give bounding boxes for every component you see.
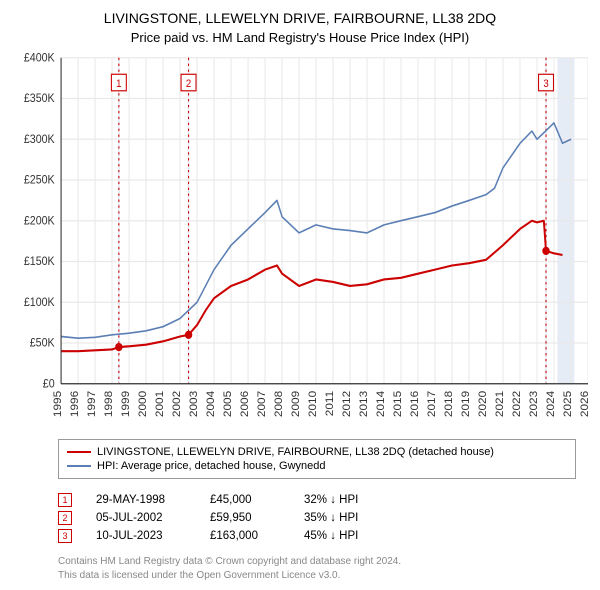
svg-text:2000: 2000	[138, 391, 149, 417]
svg-text:2010: 2010	[308, 391, 319, 417]
svg-text:2014: 2014	[375, 391, 386, 417]
svg-text:2008: 2008	[274, 391, 285, 417]
legend-label: HPI: Average price, detached house, Gwyn…	[97, 460, 326, 472]
svg-text:£250K: £250K	[24, 174, 55, 187]
legend: LIVINGSTONE, LLEWELYN DRIVE, FAIRBOURNE,…	[58, 439, 576, 479]
svg-text:3: 3	[543, 79, 549, 91]
chart-title: LIVINGSTONE, LLEWELYN DRIVE, FAIRBOURNE,…	[12, 10, 588, 26]
svg-text:£300K: £300K	[24, 133, 55, 146]
sale-price: £45,000	[210, 494, 280, 506]
svg-text:1995: 1995	[53, 391, 64, 417]
svg-text:2002: 2002	[172, 391, 183, 417]
svg-text:2011: 2011	[325, 391, 336, 416]
sale-marker: 3	[58, 529, 72, 543]
svg-text:2023: 2023	[528, 391, 539, 417]
sale-marker: 1	[58, 493, 72, 507]
legend-item: HPI: Average price, detached house, Gwyn…	[67, 460, 567, 472]
svg-text:2015: 2015	[392, 391, 403, 417]
svg-text:2020: 2020	[477, 391, 488, 417]
legend-swatch	[67, 451, 91, 453]
svg-text:2019: 2019	[460, 391, 471, 417]
svg-text:2018: 2018	[443, 391, 454, 417]
sale-delta: 32% ↓ HPI	[304, 494, 384, 506]
chart-area: £0 £50K £100K £150K £200K £250K £300K £350K £400…	[12, 53, 588, 431]
svg-text:2022: 2022	[511, 391, 522, 417]
svg-text:2: 2	[186, 79, 192, 91]
legend-item: LIVINGSTONE, LLEWELYN DRIVE, FAIRBOURNE,…	[67, 446, 567, 458]
sale-date: 10-JUL-2023	[96, 530, 186, 542]
svg-text:2025: 2025	[562, 391, 573, 417]
sale-price: £59,950	[210, 512, 280, 524]
sale-row: 3 10-JUL-2023 £163,000 45% ↓ HPI	[58, 529, 588, 543]
sale-delta: 35% ↓ HPI	[304, 512, 384, 524]
svg-text:2003: 2003	[189, 391, 200, 417]
svg-text:2009: 2009	[291, 391, 302, 417]
svg-text:1998: 1998	[104, 391, 115, 417]
legend-swatch	[67, 465, 91, 467]
sale-row: 1 29-MAY-1998 £45,000 32% ↓ HPI	[58, 493, 588, 507]
svg-text:2004: 2004	[206, 391, 217, 417]
svg-text:£100K: £100K	[24, 296, 55, 309]
svg-text:2005: 2005	[223, 391, 234, 417]
svg-text:2017: 2017	[426, 391, 437, 417]
svg-text:£50K: £50K	[30, 337, 55, 350]
attribution-line: Contains HM Land Registry data © Crown c…	[58, 555, 588, 569]
svg-text:£350K: £350K	[24, 93, 55, 106]
svg-text:2007: 2007	[257, 391, 268, 417]
sale-date: 05-JUL-2002	[96, 512, 186, 524]
sale-delta: 45% ↓ HPI	[304, 530, 384, 542]
svg-text:£0: £0	[43, 378, 55, 391]
svg-text:£150K: £150K	[24, 256, 55, 269]
svg-text:£200K: £200K	[24, 215, 55, 228]
legend-label: LIVINGSTONE, LLEWELYN DRIVE, FAIRBOURNE,…	[97, 446, 494, 458]
svg-text:2013: 2013	[358, 391, 369, 417]
svg-text:2006: 2006	[240, 391, 251, 417]
sale-row: 2 05-JUL-2002 £59,950 35% ↓ HPI	[58, 511, 588, 525]
chart-subtitle: Price paid vs. HM Land Registry's House …	[12, 30, 588, 45]
sale-date: 29-MAY-1998	[96, 494, 186, 506]
line-chart: £0 £50K £100K £150K £200K £250K £300K £350K £400…	[12, 53, 588, 431]
svg-text:2016: 2016	[409, 391, 420, 417]
svg-text:2001: 2001	[155, 391, 166, 417]
svg-text:2012: 2012	[341, 391, 352, 417]
attribution-line: This data is licensed under the Open Gov…	[58, 569, 588, 583]
svg-text:1997: 1997	[87, 391, 98, 417]
svg-text:1999: 1999	[121, 391, 132, 417]
sale-price: £163,000	[210, 530, 280, 542]
svg-text:2024: 2024	[545, 391, 556, 417]
svg-text:1996: 1996	[70, 391, 81, 417]
svg-text:1: 1	[116, 79, 122, 91]
sale-marker: 2	[58, 511, 72, 525]
svg-text:2026: 2026	[579, 391, 588, 417]
attribution: Contains HM Land Registry data © Crown c…	[58, 555, 588, 582]
sales-table: 1 29-MAY-1998 £45,000 32% ↓ HPI 2 05-JUL-2002…	[58, 489, 588, 547]
svg-text:2021: 2021	[494, 391, 505, 417]
svg-text:£400K: £400K	[24, 53, 55, 64]
